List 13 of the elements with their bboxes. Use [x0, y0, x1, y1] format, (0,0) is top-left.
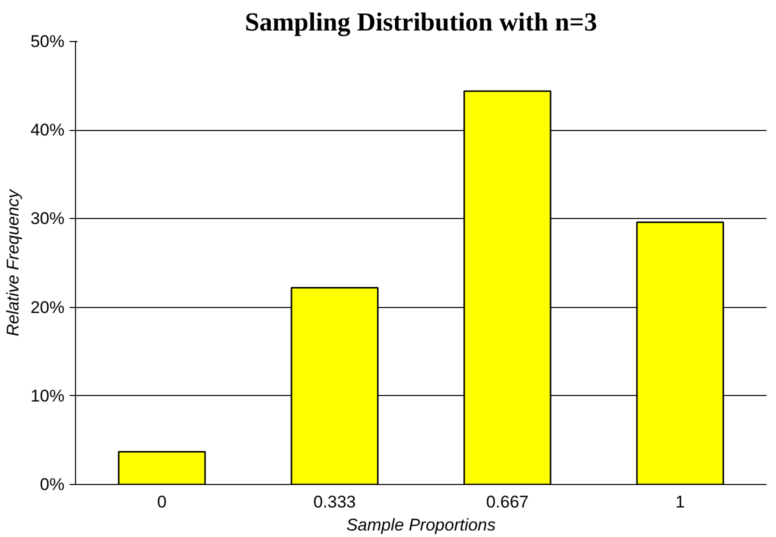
- x-tick-label: 0: [157, 492, 167, 512]
- y-tick-label: 0%: [40, 475, 65, 494]
- x-tick-label: 0.667: [486, 492, 529, 512]
- x-axis-title: Sample Proportions: [346, 516, 496, 534]
- x-tick-label: 1: [675, 492, 685, 512]
- y-tick-label: 20%: [30, 298, 65, 317]
- y-tick-label: 50%: [30, 32, 65, 51]
- chart-title: Sampling Distribution with n=3: [244, 8, 598, 36]
- y-axis-title: Relative Frequency: [3, 188, 22, 336]
- y-tick-label: 10%: [30, 386, 65, 406]
- y-tick-label: 30%: [30, 209, 65, 228]
- y-tick-label: 40%: [30, 120, 65, 140]
- x-tick-label: 0.333: [313, 492, 356, 512]
